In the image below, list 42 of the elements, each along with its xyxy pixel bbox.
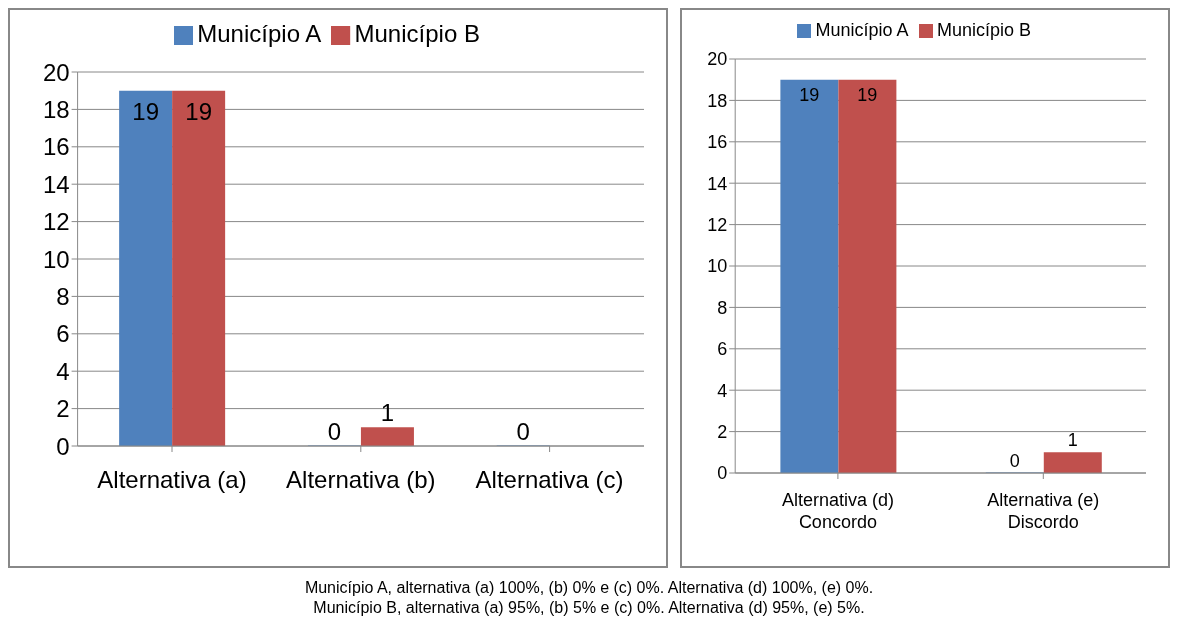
y-tick-label: 16 bbox=[42, 133, 70, 161]
legend-label: Município A bbox=[197, 20, 322, 47]
y-tick-label: 4 bbox=[717, 380, 728, 401]
y-tick-label: 6 bbox=[56, 320, 70, 348]
data-label: 19 bbox=[799, 85, 820, 106]
y-tick-label: 20 bbox=[707, 49, 728, 70]
legend-label: Município B bbox=[354, 20, 480, 47]
y-tick-label: 6 bbox=[717, 339, 728, 360]
y-tick-label: 0 bbox=[56, 432, 70, 460]
text: Município B, alternativa (a) 95%, (b) 5% e (c) 0%. Alternativa (d) 95%, (e) 5%. bbox=[312, 598, 866, 618]
y-tick-label: 8 bbox=[717, 297, 728, 318]
x-tick-label: Alternativa (d) Concordo bbox=[781, 490, 894, 532]
y-tick-label: 10 bbox=[42, 245, 70, 273]
y-tick-label: 10 bbox=[707, 256, 728, 277]
y-tick-label: 18 bbox=[707, 90, 728, 111]
data-label: 19 bbox=[857, 85, 878, 106]
x-tick-label: Alternativa (b) bbox=[286, 465, 436, 493]
y-tick-label: 4 bbox=[56, 357, 70, 385]
y-tick-label: 14 bbox=[707, 173, 728, 194]
data-label: 1 bbox=[380, 399, 395, 427]
text: Município A, alternativa (a) 100%, (b) 0% e (c) 0%. Alternativa (d) 100%, (e) 0%. bbox=[303, 578, 875, 598]
legend-label: Município A bbox=[815, 20, 909, 40]
data-label: 0 bbox=[1009, 450, 1020, 471]
x-tick-label: Alternativa (a) bbox=[97, 465, 247, 493]
data-label: 0 bbox=[327, 417, 342, 445]
y-tick-label: 2 bbox=[56, 395, 70, 423]
x-tick-label: Alternativa (c) bbox=[475, 465, 624, 493]
y-tick-label: 18 bbox=[42, 95, 70, 123]
y-tick-label: 12 bbox=[707, 214, 728, 235]
data-label: 19 bbox=[132, 97, 159, 125]
data-label: 1 bbox=[1067, 430, 1078, 451]
y-tick-label: 16 bbox=[707, 132, 728, 153]
y-tick-label: 8 bbox=[56, 282, 70, 310]
data-label: 19 bbox=[185, 97, 212, 125]
y-tick-label: 12 bbox=[42, 208, 70, 236]
data-label: 0 bbox=[516, 417, 530, 445]
legend-label: Município B bbox=[936, 20, 1031, 40]
y-tick-label: 20 bbox=[42, 58, 70, 86]
x-tick-label: Alternativa (e) Discordo bbox=[987, 490, 1100, 532]
y-tick-label: 0 bbox=[717, 463, 728, 484]
y-tick-label: 2 bbox=[717, 421, 728, 442]
y-tick-label: 14 bbox=[42, 170, 70, 198]
